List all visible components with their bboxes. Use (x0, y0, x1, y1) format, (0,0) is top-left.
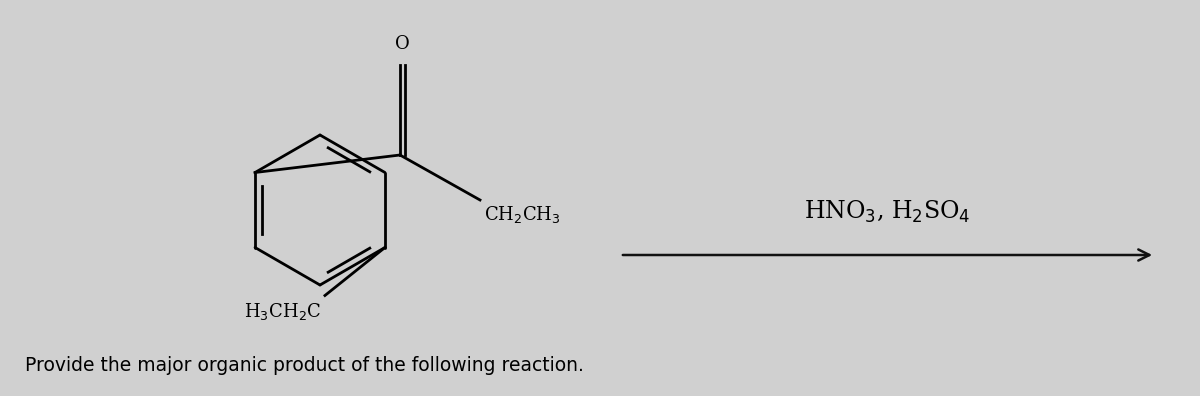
Text: CH$_2$CH$_3$: CH$_2$CH$_3$ (484, 204, 560, 225)
Text: H$_3$CH$_2$C: H$_3$CH$_2$C (244, 301, 320, 322)
Text: HNO$_3$, H$_2$SO$_4$: HNO$_3$, H$_2$SO$_4$ (804, 199, 971, 225)
Text: Provide the major organic product of the following reaction.: Provide the major organic product of the… (25, 356, 584, 375)
Text: O: O (395, 35, 410, 53)
